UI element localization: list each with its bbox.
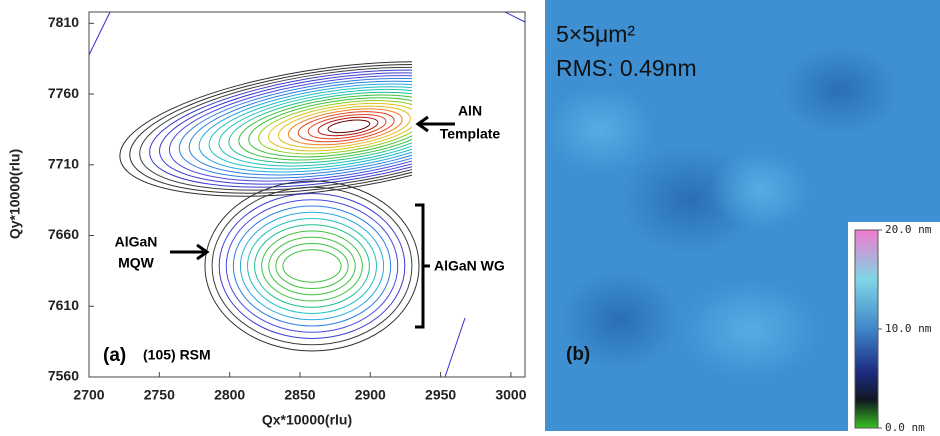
contour — [268, 102, 412, 152]
contour — [232, 205, 392, 327]
annotation: (105) RSM — [143, 347, 211, 363]
colorbar-label: 0.0 nm — [885, 421, 925, 431]
contour — [282, 249, 342, 283]
contour — [149, 69, 412, 188]
contour — [247, 218, 377, 314]
x-tick-label: 2750 — [144, 387, 175, 403]
streak — [504, 11, 526, 23]
contours — [119, 61, 420, 352]
colorbar-label: 10.0 nm — [885, 322, 932, 335]
contour — [228, 91, 412, 164]
bracket — [415, 203, 430, 329]
contour — [261, 230, 363, 302]
contour — [239, 211, 385, 321]
contour — [178, 77, 412, 179]
x-tick-label: 2700 — [73, 387, 104, 403]
annotation: RMS: 0.49nm — [556, 55, 697, 81]
arrow — [170, 243, 210, 261]
panel-label: (a) — [103, 345, 126, 366]
contour — [218, 193, 406, 339]
rsm-panel: AlN Template AlGaN MQW AlGaN WG (a) (105… — [7, 11, 526, 428]
contour — [208, 86, 412, 170]
contour — [188, 80, 412, 176]
x-tick-label: 3000 — [495, 387, 526, 403]
contour — [225, 199, 399, 333]
annotation: AlN — [458, 103, 482, 119]
x-tick-label: 2800 — [214, 387, 245, 403]
annotation: MQW — [118, 255, 155, 271]
y-axis-label: Qy*10000(rlu) — [7, 149, 23, 239]
afm-panel: 5×5μm² RMS: 0.49nm (b) — [545, 0, 940, 431]
contour — [218, 89, 412, 167]
annotation: AlGaN WG — [434, 258, 505, 274]
x-tick-label: 2950 — [425, 387, 456, 403]
contour — [287, 108, 403, 146]
y-tick-label: 7760 — [48, 85, 79, 101]
annotation: Template — [440, 126, 501, 142]
contour — [211, 186, 413, 346]
y-tick-label: 7610 — [48, 297, 79, 313]
contour — [307, 113, 387, 140]
colorbar — [854, 229, 879, 429]
contour — [238, 94, 412, 161]
x-tick-label: 2850 — [284, 387, 315, 403]
colorbar-label: 20.0 nm — [885, 223, 932, 236]
afm-texture — [560, 270, 680, 370]
y-tick-label: 7710 — [48, 155, 79, 171]
contour — [198, 83, 412, 173]
contour — [168, 75, 412, 182]
annotation: 5×5μm² — [556, 21, 635, 47]
x-tick-label: 2900 — [355, 387, 386, 403]
contour — [258, 100, 412, 155]
plot-frame — [88, 11, 526, 378]
contour — [119, 61, 412, 197]
panel-label: (b) — [566, 344, 590, 365]
y-tick-label: 7810 — [48, 14, 79, 30]
contour — [317, 116, 379, 137]
contour — [129, 64, 412, 194]
arrow — [415, 115, 455, 133]
afm-texture — [545, 85, 655, 175]
contour — [277, 105, 411, 149]
contour — [248, 97, 412, 158]
contour — [159, 72, 412, 185]
afm-texture — [680, 280, 820, 380]
contour — [204, 180, 420, 352]
streak — [444, 317, 466, 378]
y-tick-label: 7660 — [48, 226, 79, 242]
contour — [275, 243, 349, 289]
contour — [268, 236, 356, 296]
afm-texture — [780, 45, 900, 135]
contour-group — [119, 61, 412, 197]
streak — [88, 11, 111, 56]
contour — [254, 224, 370, 308]
y-tick-label: 7560 — [48, 368, 79, 384]
annotation: AlGaN — [115, 234, 158, 250]
afm-texture — [710, 150, 810, 230]
x-axis-label: Qx*10000(rlu) — [262, 412, 352, 428]
contour — [297, 111, 395, 143]
contour — [327, 119, 371, 134]
